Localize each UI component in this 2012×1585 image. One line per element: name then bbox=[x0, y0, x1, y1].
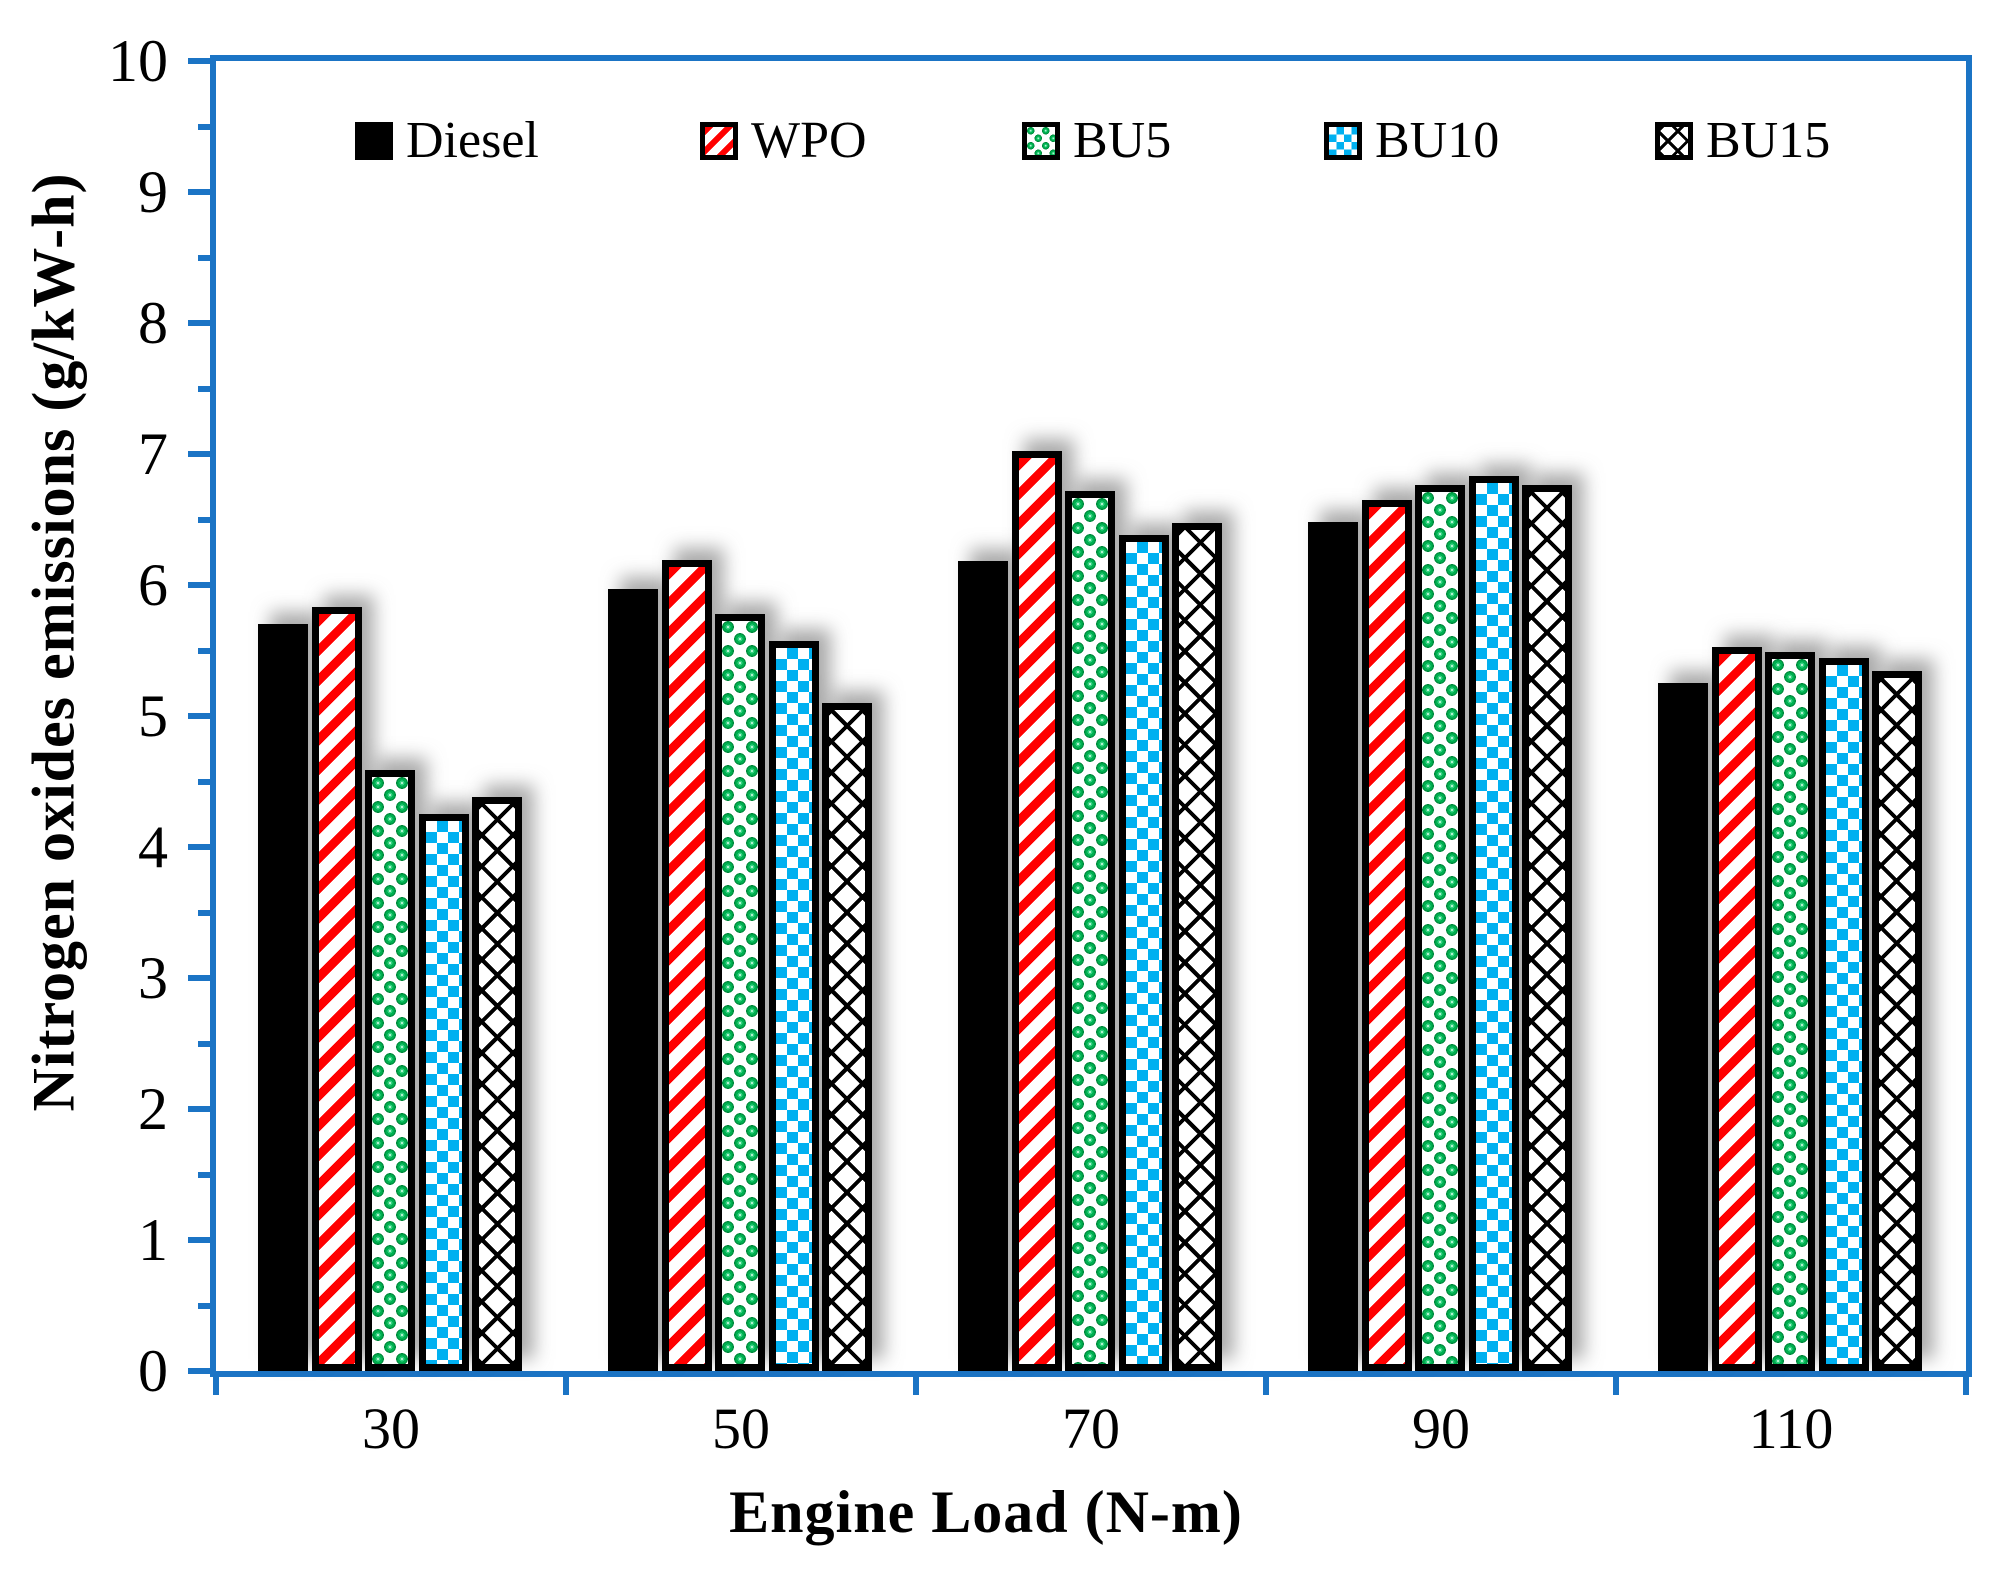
x-axis-title: Engine Load (N-m) bbox=[729, 1479, 1243, 1545]
legend-item-wpo: WPO bbox=[700, 115, 867, 167]
legend-label: BU15 bbox=[1706, 112, 1831, 169]
y-minor-tick bbox=[198, 123, 210, 130]
x-category-label: 50 bbox=[712, 1396, 770, 1461]
legend-swatch-bu10 bbox=[1324, 122, 1362, 160]
bar-wpo-30 bbox=[311, 607, 362, 1371]
bar-bu10-110 bbox=[1818, 658, 1869, 1371]
x-major-tick bbox=[1963, 1377, 1969, 1395]
x-category-label: 110 bbox=[1748, 1396, 1834, 1461]
bar-bu15-50 bbox=[822, 702, 872, 1371]
x-major-tick bbox=[213, 1377, 219, 1395]
bar-diesel-30 bbox=[258, 624, 308, 1371]
bar-bu10-30 bbox=[418, 814, 469, 1371]
y-minor-tick bbox=[198, 254, 210, 261]
bar-diesel-90 bbox=[1308, 522, 1358, 1371]
y-major-tick bbox=[188, 1237, 210, 1243]
y-tick-label: 0 bbox=[138, 1338, 168, 1404]
x-major-tick bbox=[913, 1377, 919, 1395]
y-minor-tick bbox=[198, 1302, 210, 1309]
bar-wpo-50 bbox=[661, 560, 712, 1371]
y-tick-label: 7 bbox=[138, 421, 168, 487]
legend-swatch-wpo bbox=[700, 122, 738, 160]
legend-label: BU5 bbox=[1073, 112, 1172, 169]
x-major-tick bbox=[1613, 1377, 1619, 1395]
legend-item-bu10: BU10 bbox=[1324, 115, 1499, 167]
y-major-tick bbox=[188, 1368, 210, 1374]
bar-diesel-110 bbox=[1658, 683, 1708, 1371]
y-major-tick bbox=[188, 975, 210, 981]
y-minor-tick bbox=[198, 385, 210, 392]
bar-bu15-110 bbox=[1872, 671, 1922, 1371]
y-minor-tick bbox=[198, 778, 210, 785]
x-category-label: 30 bbox=[362, 1396, 420, 1461]
bar-diesel-50 bbox=[608, 588, 658, 1371]
y-minor-tick bbox=[198, 647, 210, 654]
bar-bu15-70 bbox=[1172, 523, 1222, 1371]
y-tick-label: 5 bbox=[138, 683, 168, 749]
legend-label: BU10 bbox=[1375, 112, 1500, 169]
bar-wpo-110 bbox=[1711, 646, 1762, 1371]
legend-label: WPO bbox=[751, 112, 867, 169]
bar-bu5-30 bbox=[365, 769, 415, 1371]
y-tick-label: 10 bbox=[108, 28, 168, 94]
y-tick-label: 4 bbox=[138, 814, 168, 880]
y-major-tick bbox=[188, 582, 210, 588]
y-minor-tick bbox=[198, 1040, 210, 1047]
bar-bu10-50 bbox=[768, 641, 819, 1371]
legend-item-bu5: BU5 bbox=[1022, 115, 1171, 167]
y-tick-label: 8 bbox=[138, 290, 168, 356]
y-major-tick bbox=[188, 844, 210, 850]
plot-area: Diesel WPO BU5 BU10 BU15 bbox=[188, 55, 1972, 1395]
bar-bu10-90 bbox=[1468, 476, 1519, 1371]
y-major-tick bbox=[188, 451, 210, 457]
bar-bu5-90 bbox=[1415, 485, 1465, 1371]
legend-swatch-bu15 bbox=[1655, 122, 1693, 160]
bar-wpo-70 bbox=[1011, 451, 1062, 1371]
y-major-tick bbox=[188, 320, 210, 326]
y-tick-label: 1 bbox=[138, 1207, 168, 1273]
bar-wpo-90 bbox=[1361, 499, 1412, 1371]
y-major-tick bbox=[188, 713, 210, 719]
y-tick-label: 6 bbox=[138, 552, 168, 618]
bar-bu5-70 bbox=[1065, 490, 1115, 1371]
legend-label: Diesel bbox=[406, 112, 539, 169]
y-minor-tick bbox=[198, 909, 210, 916]
bar-bu15-30 bbox=[472, 797, 522, 1371]
y-tick-label: 9 bbox=[138, 159, 168, 225]
legend-swatch-diesel bbox=[355, 122, 393, 160]
y-major-tick bbox=[188, 58, 210, 64]
y-major-tick bbox=[188, 1106, 210, 1112]
bar-diesel-70 bbox=[958, 561, 1008, 1371]
y-major-tick bbox=[188, 189, 210, 195]
bar-bu5-50 bbox=[715, 613, 765, 1371]
legend-swatch-bu5 bbox=[1022, 122, 1060, 160]
y-tick-label: 2 bbox=[138, 1076, 168, 1142]
legend-item-diesel: Diesel bbox=[355, 115, 539, 167]
x-major-tick bbox=[1263, 1377, 1269, 1395]
x-category-label: 90 bbox=[1412, 1396, 1470, 1461]
y-tick-label: 3 bbox=[138, 945, 168, 1011]
bar-bu10-70 bbox=[1118, 535, 1169, 1371]
legend-item-bu15: BU15 bbox=[1655, 115, 1830, 167]
y-minor-tick bbox=[198, 516, 210, 523]
bar-bu5-110 bbox=[1765, 651, 1815, 1371]
x-category-label: 70 bbox=[1062, 1396, 1120, 1461]
bar-bu15-90 bbox=[1522, 485, 1572, 1371]
x-major-tick bbox=[563, 1377, 569, 1395]
y-minor-tick bbox=[198, 1171, 210, 1178]
